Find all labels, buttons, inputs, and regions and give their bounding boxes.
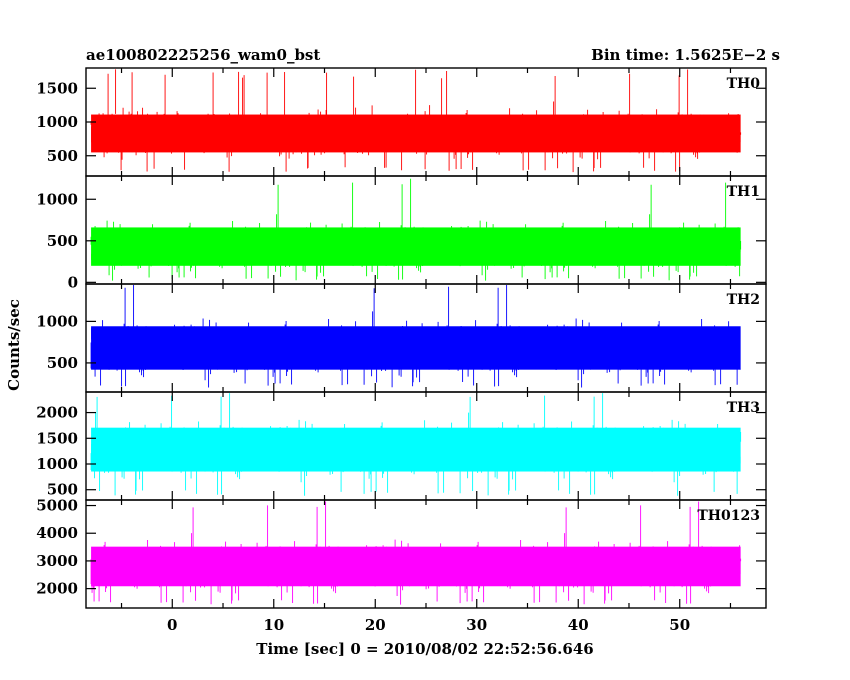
panel-label-th0: TH0 (727, 76, 761, 92)
y-tick-label: 2000 (36, 580, 78, 598)
signal-trace-th0 (90, 69, 742, 173)
panel-label-th1: TH1 (727, 184, 760, 200)
y-tick-label: 1500 (36, 429, 78, 447)
signal-trace-th2 (90, 285, 741, 388)
y-tick-label: 1500 (36, 79, 78, 97)
y-tick-label: 500 (47, 232, 78, 250)
x-axis-label: Time [sec] 0 = 2010/08/02 22:52:56.646 (256, 640, 593, 658)
x-tick-label: 10 (263, 616, 284, 634)
y-tick-label: 5000 (36, 497, 78, 515)
x-tick-label: 40 (568, 616, 589, 634)
panel-th0123: 2000 3000 4000 5000 TH0123 (36, 497, 767, 609)
y-tick-label: 1000 (36, 113, 78, 131)
x-tick-label: 20 (365, 616, 386, 634)
y-tick-label: 500 (47, 481, 78, 499)
panel-label-th0123: TH0123 (697, 508, 760, 524)
y-tick-label: 3000 (36, 552, 78, 570)
y-tick-label: 500 (47, 147, 78, 165)
x-tick-label: 50 (669, 616, 690, 634)
y-tick-label: 0 (68, 273, 78, 291)
y-tick-label: 1000 (36, 312, 78, 330)
y-axis-label: Counts/sec (5, 299, 23, 391)
panel-label-th3: TH3 (727, 400, 760, 416)
bin-time-label: Bin time: 1.5625E−2 s (591, 46, 780, 64)
panel-label-th2: TH2 (727, 292, 760, 308)
y-tick-label: 500 (47, 354, 78, 372)
y-tick-label: 2000 (36, 404, 78, 422)
panel-th1: 0 500 1000 TH1 (36, 175, 767, 291)
x-tick-label: 0 (167, 616, 177, 634)
panel-th2: 500 1000 TH2 (36, 283, 767, 393)
panel-th3: 500 1000 1500 2000 TH3 (36, 391, 767, 501)
y-tick-label: 1000 (36, 455, 78, 473)
chart-title: ae100802225256_wam0_bst (86, 46, 320, 64)
x-tick-label: 30 (466, 616, 487, 634)
panel-th0: 500 1000 1500 TH0 (36, 67, 767, 177)
signal-trace-th3 (90, 393, 742, 496)
y-tick-label: 1000 (36, 190, 78, 208)
y-tick-label: 4000 (36, 524, 78, 542)
